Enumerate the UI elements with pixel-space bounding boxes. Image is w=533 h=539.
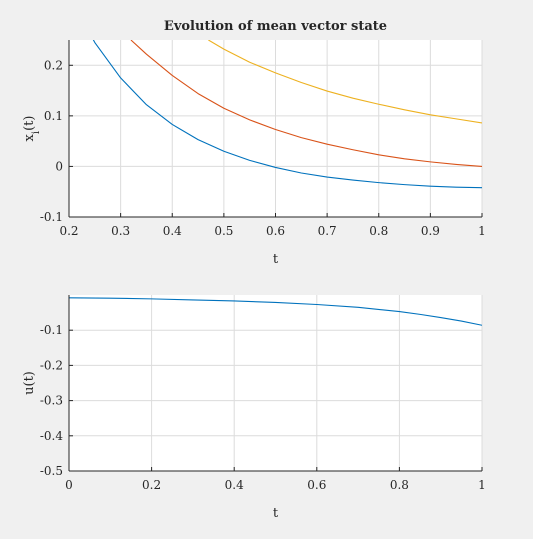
series-line-2 [130,40,482,167]
x-tick-label: 0.5 [214,224,233,238]
x-tick-label: 0.7 [318,224,337,238]
x-tick-label: 0.2 [59,224,78,238]
y-tick-label: -0.1 [40,323,63,337]
x-tick-label: 0.6 [266,224,285,238]
x-tick-label: 0.9 [421,224,440,238]
x-tick-label: 0.3 [111,224,130,238]
y-tick-label: 0 [55,159,63,173]
x-tick-label: 0.2 [142,478,161,492]
x-axis-label: t [273,506,279,521]
y-axis-label: u(t) [22,371,37,395]
y-axis-label: xi(t) [22,116,42,142]
chart-title: Evolution of mean vector state [164,19,387,34]
y-tick-label: 0.1 [44,109,63,123]
chart-1: 0.2 0.3 0.4 0.5 0.6 0.7 0.8 0.9 1 -0.1 0 0.1 0.2 t xi(… [22,19,486,267]
x-tick-label: 1 [478,478,486,492]
x-axis-label: t [273,252,279,267]
x-tick-label: 0.6 [307,478,326,492]
y-tick-label: -0.4 [40,429,64,443]
x-tick-label: 1 [478,224,486,238]
x-tick-label: 0.8 [390,478,409,492]
series-line-3 [208,40,482,124]
y-tick-label: -0.1 [40,210,63,224]
x-tick-label: 0.4 [225,478,244,492]
series-group [69,297,482,326]
x-tick-label: 0.4 [163,224,182,238]
y-tick-label: 0.2 [44,58,63,72]
x-tick-label: 0 [65,478,73,492]
y-tick-label: -0.5 [40,464,63,478]
chart-2: 0 0.2 0.4 0.6 0.8 1 -0.5 -0.4 -0.3 -0.2 -0.1 t u(t) [22,295,486,521]
series-group [92,40,482,189]
x-tick-label: 0.8 [369,224,388,238]
y-tick-label: -0.2 [40,358,63,372]
y-tick-label: -0.3 [40,394,63,408]
series-line-1 [69,297,482,326]
series-line-1 [92,40,482,189]
plot-area [69,295,482,471]
